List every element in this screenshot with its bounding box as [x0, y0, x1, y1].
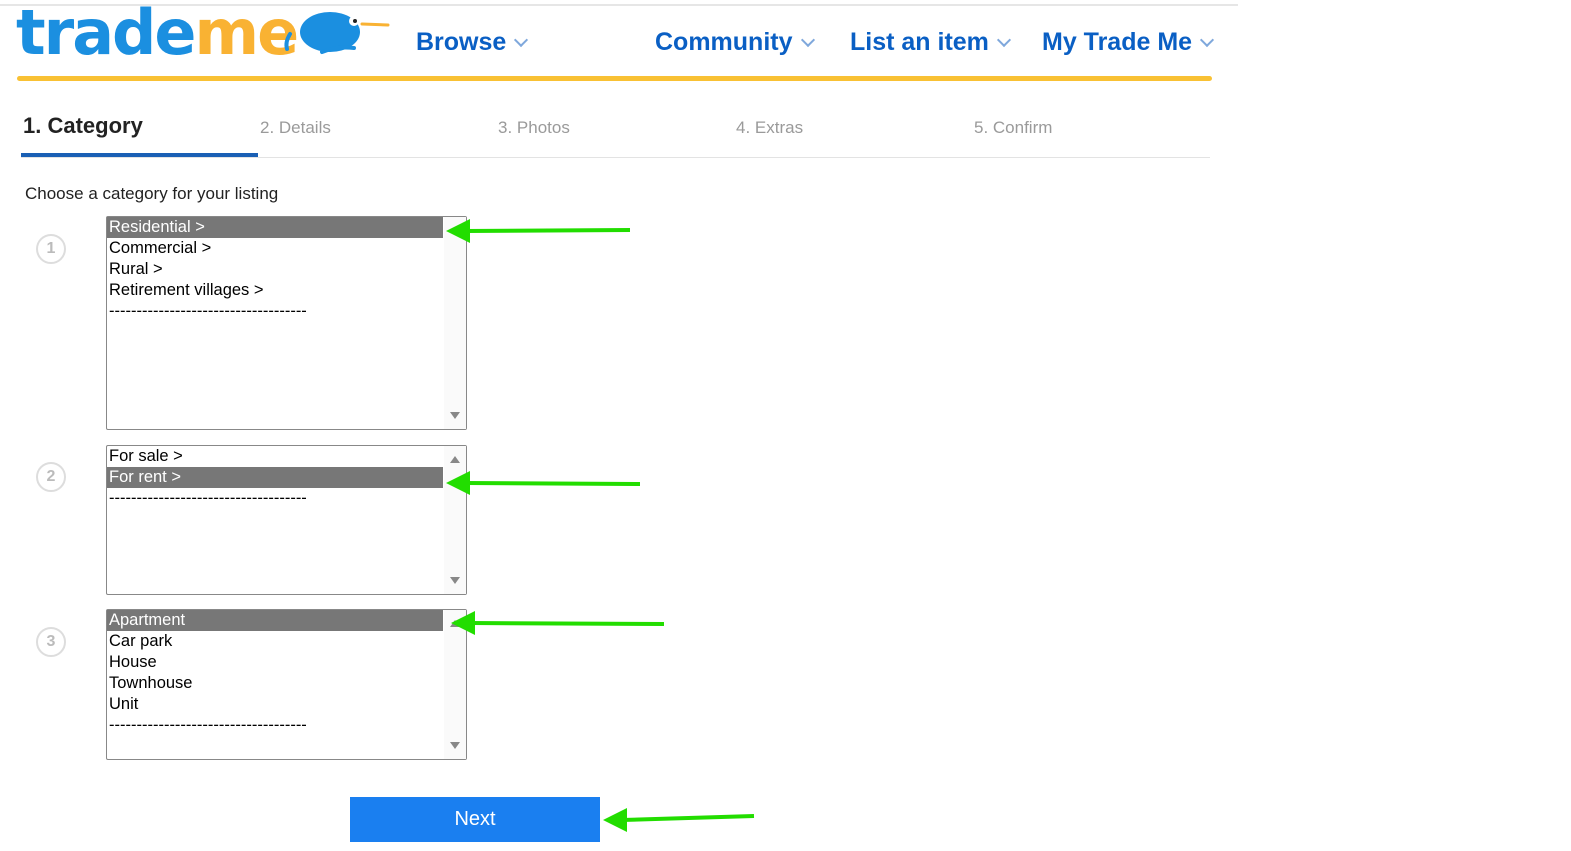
list-separator: ------------------------------------ — [109, 302, 307, 320]
list-option[interactable]: Car park — [109, 632, 173, 650]
list-option[interactable]: Apartment — [107, 610, 443, 631]
category-listbox-2[interactable]: For sale > For rent > --------------------… — [106, 445, 467, 595]
scroll-down-icon[interactable] — [450, 742, 460, 749]
arrow-head-icon — [446, 219, 470, 243]
list-option[interactable]: House — [109, 653, 157, 671]
step-category: 1. Category — [23, 113, 143, 138]
scroll-down-icon[interactable] — [450, 412, 460, 419]
list-option[interactable]: For sale > — [109, 447, 183, 465]
list-separator: ------------------------------------ — [109, 489, 307, 507]
trademe-logo[interactable]: trademe — [16, 0, 299, 69]
category-listbox-3[interactable]: Apartment Car park House Townhouse Unit -----… — [106, 609, 467, 760]
nav-my-trade-me[interactable]: My Trade Me — [1042, 28, 1215, 57]
list-option[interactable]: Retirement villages > — [109, 281, 264, 299]
list-option[interactable]: Townhouse — [109, 674, 193, 692]
step-number-3: 3 — [36, 627, 66, 657]
step-details: 2. Details — [260, 118, 331, 137]
arrow-head-icon — [603, 808, 627, 832]
scrollbar[interactable] — [444, 217, 466, 429]
active-step-indicator — [21, 153, 258, 157]
header-divider — [17, 76, 1212, 81]
nav-community[interactable]: Community — [655, 28, 815, 57]
list-option[interactable]: For rent > — [107, 467, 443, 488]
list-separator: ------------------------------------ — [109, 716, 307, 734]
step-photos: 3. Photos — [498, 118, 570, 137]
scroll-up-icon[interactable] — [450, 456, 460, 463]
scroll-down-icon[interactable] — [450, 577, 460, 584]
list-option[interactable]: Commercial > — [109, 239, 212, 257]
list-option[interactable]: Unit — [109, 695, 139, 713]
arrow-next — [621, 814, 755, 822]
nav-browse[interactable]: Browse — [416, 28, 529, 57]
nav-list-an-item[interactable]: List an item — [850, 28, 1011, 57]
category-listbox-1[interactable]: Residential > Commercial > Rural > Retireme… — [106, 216, 467, 430]
arrow-apartment — [469, 621, 665, 626]
list-option[interactable]: Residential > — [107, 217, 443, 238]
category-prompt: Choose a category for your listing — [25, 184, 279, 203]
step-number-1: 1 — [36, 234, 66, 264]
kiwi-logo-icon — [284, 12, 390, 54]
arrow-for-rent — [464, 481, 641, 486]
arrow-residential — [464, 228, 631, 233]
next-button[interactable]: Next — [350, 797, 600, 842]
step-extras: 4. Extras — [736, 118, 804, 137]
arrow-head-icon — [446, 471, 470, 495]
step-confirm: 5. Confirm — [974, 118, 1053, 137]
list-option[interactable]: Rural > — [109, 260, 163, 278]
top-border — [0, 4, 1238, 6]
step-number-2: 2 — [36, 462, 66, 492]
arrow-head-icon — [451, 611, 475, 635]
steps-divider — [21, 157, 1210, 158]
